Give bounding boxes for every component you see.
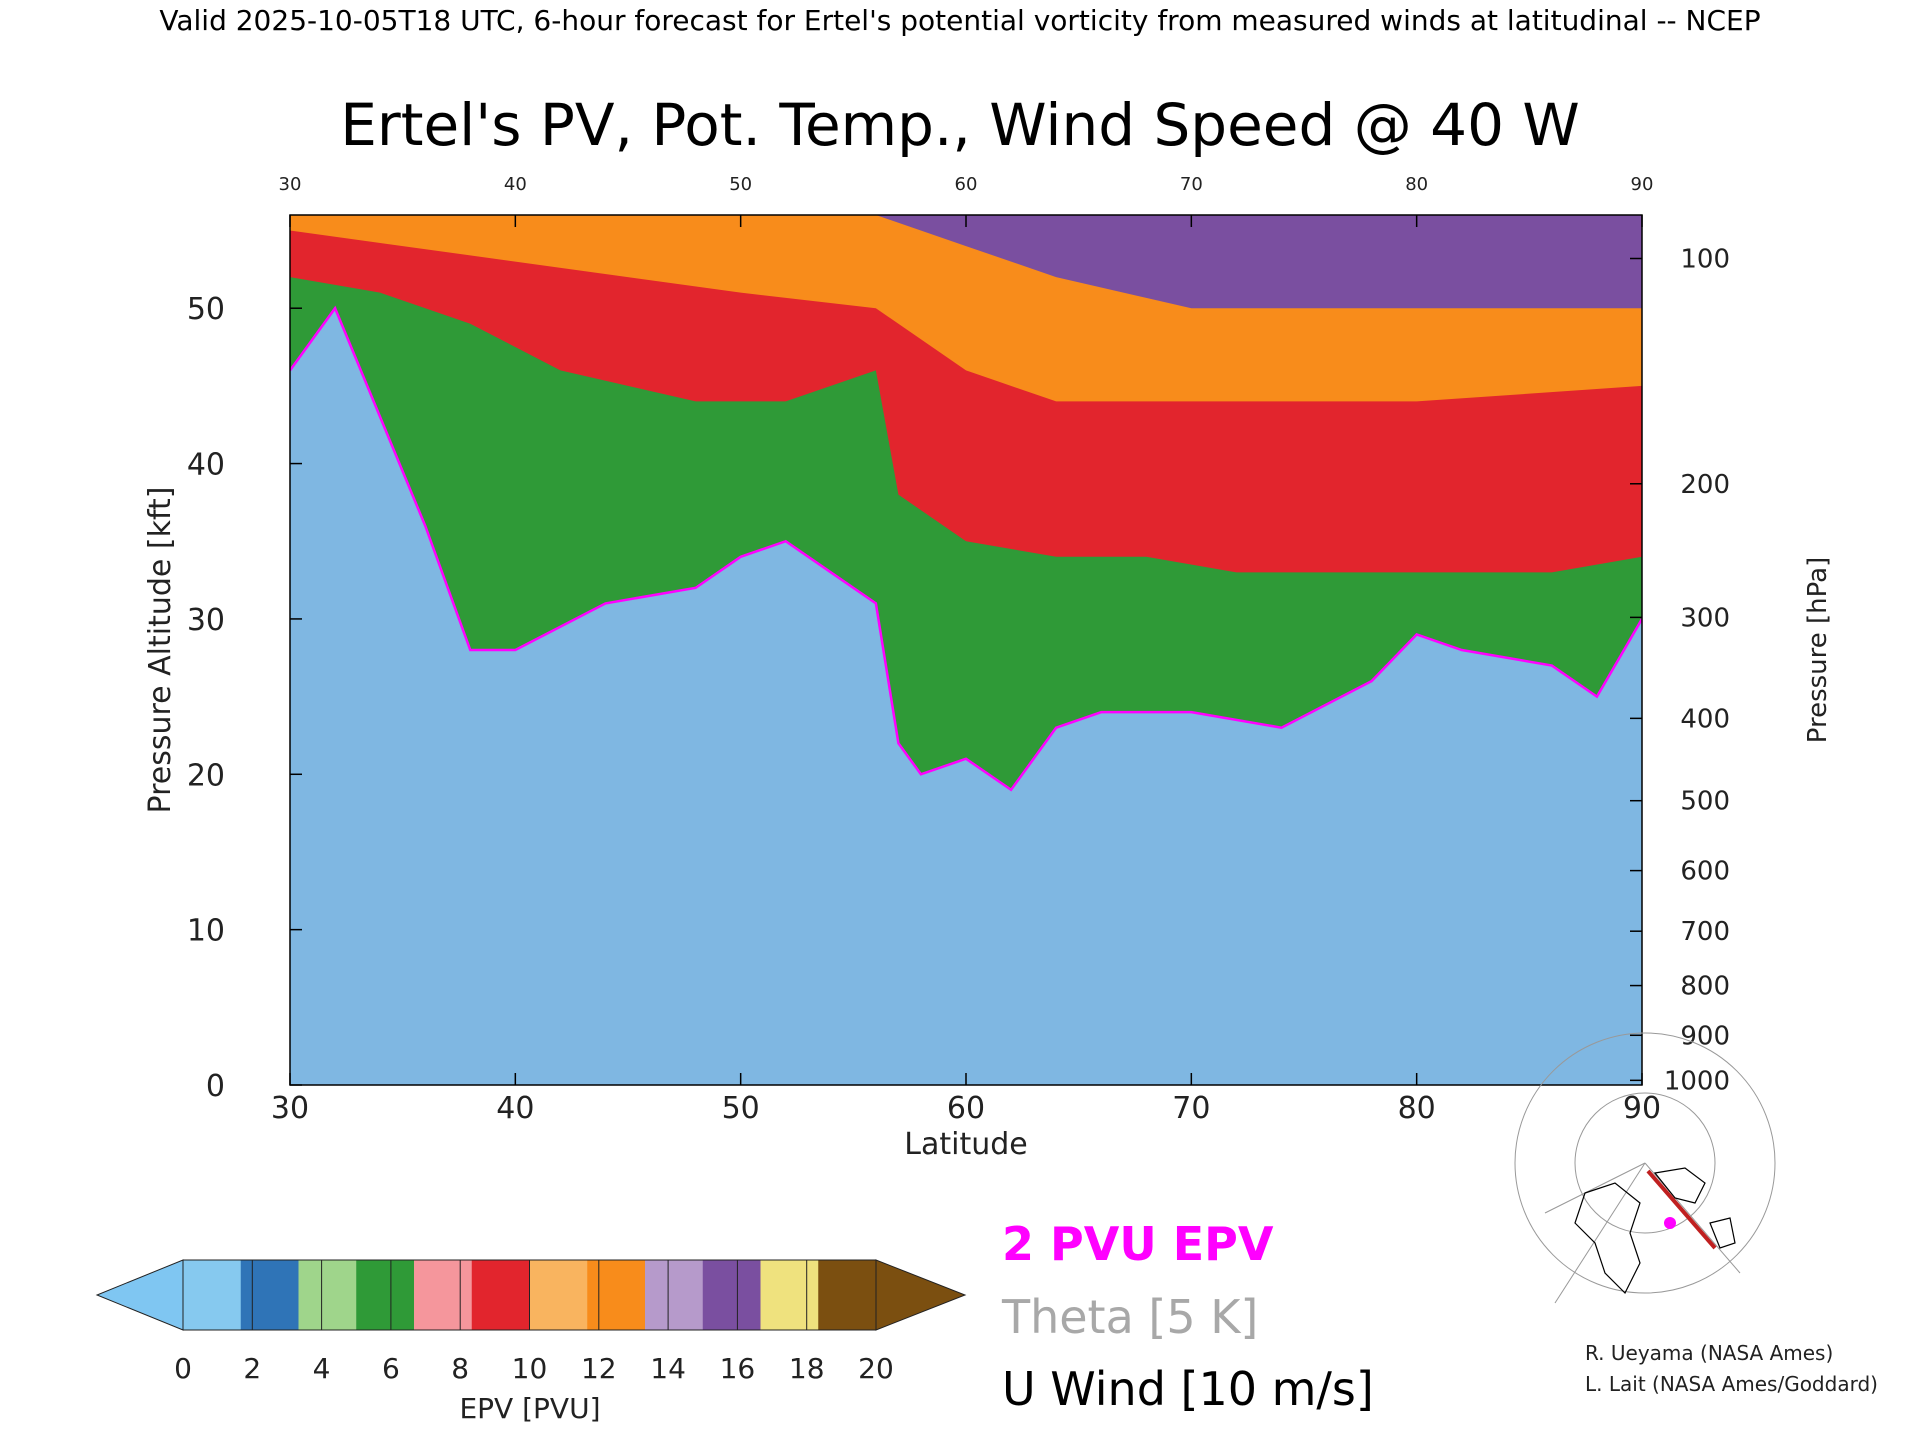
x-tick-label: 90 — [1623, 1091, 1661, 1126]
pressure-tick-label: 700 — [1680, 917, 1730, 947]
pressure-tick-label: 600 — [1680, 857, 1730, 887]
x-tick-label: 50 — [722, 1091, 760, 1126]
y-tick-label: 40 — [187, 448, 225, 483]
colorbar-segment — [356, 1260, 415, 1330]
legend-epv: 2 PVU EPV — [1002, 1217, 1274, 1271]
y-axis-label: Pressure Altitude [kft] — [143, 487, 178, 814]
x-tick-label-top: 40 — [504, 174, 527, 195]
colorbar-segment — [471, 1260, 530, 1330]
x-tick-label: 30 — [271, 1091, 309, 1126]
pressure-tick-label: 900 — [1680, 1021, 1730, 1051]
colorbar-tick-label: 6 — [382, 1352, 400, 1385]
legend-theta: Theta [5 K] — [1001, 1290, 1258, 1344]
credit-line-1: R. Ueyama (NASA Ames) — [1585, 1341, 1833, 1365]
y-tick-label: 10 — [187, 914, 225, 949]
colorbar-tick-label: 16 — [720, 1352, 756, 1385]
x-tick-label-top: 70 — [1180, 174, 1203, 195]
colorbar-over-arrow — [875, 1259, 967, 1331]
epv-2pvu-contour — [290, 305, 1642, 792]
pressure-tick-label: 100 — [1680, 245, 1730, 275]
colorbar-segment — [645, 1260, 704, 1330]
x-tick-label-top: 60 — [955, 174, 978, 195]
epv-band-purple — [875, 215, 1642, 309]
x-tick-label: 80 — [1398, 1091, 1436, 1126]
pressure-tick-label: 800 — [1680, 972, 1730, 1002]
pressure-tick-label: 500 — [1680, 787, 1730, 817]
pressure-tick-label: 200 — [1680, 470, 1730, 500]
x-axis-label: Latitude — [904, 1127, 1027, 1162]
y-tick-label: 50 — [187, 292, 225, 327]
legend-wind: U Wind [10 m/s] — [1002, 1362, 1374, 1416]
x-tick-label-top: 90 — [1631, 174, 1654, 195]
pressure-tick-label: 300 — [1680, 603, 1730, 633]
colorbar-tick-label: 20 — [858, 1352, 894, 1385]
colorbar-segment — [702, 1260, 761, 1330]
colorbar-tick-label: 12 — [581, 1352, 617, 1385]
pressure-axis-label: Pressure [hPa] — [1803, 557, 1833, 744]
plot-area — [290, 215, 1642, 1085]
x-tick-label-top: 50 — [729, 174, 752, 195]
colorbar-tick-label: 2 — [243, 1352, 261, 1385]
colorbar-segment — [298, 1260, 357, 1330]
x-tick-label-top: 30 — [279, 174, 302, 195]
colorbar-tick-label: 18 — [789, 1352, 825, 1385]
forecast-header: Valid 2025-10-05T18 UTC, 6-hour forecast… — [159, 4, 1760, 37]
y-tick-label: 0 — [206, 1069, 225, 1104]
x-tick-label-top: 80 — [1405, 174, 1428, 195]
chart-title: Ertel's PV, Pot. Temp., Wind Speed @ 40 … — [340, 91, 1580, 159]
colorbar-segment — [240, 1260, 299, 1330]
x-tick-label: 40 — [496, 1091, 534, 1126]
colorbar-segment — [760, 1260, 819, 1330]
colorbar-segment — [587, 1260, 646, 1330]
y-tick-label: 20 — [187, 758, 225, 793]
colorbar-label: EPV [PVU] — [459, 1392, 600, 1425]
colorbar-tick-label: 0 — [174, 1352, 192, 1385]
pressure-tick-label: 400 — [1680, 704, 1730, 734]
colorbar-segment — [529, 1260, 588, 1330]
colorbar-tick-label: 4 — [313, 1352, 331, 1385]
colorbar-segment — [414, 1260, 473, 1330]
pressure-tick-label: 1000 — [1664, 1066, 1730, 1096]
colorbar-segment — [183, 1260, 242, 1330]
colorbar-under-arrow — [95, 1259, 184, 1331]
colorbar: 0 2 4 6 8 10 12 14 16 18 20 — [95, 1259, 967, 1385]
credit-line-2: L. Lait (NASA Ames/Goddard) — [1585, 1372, 1878, 1396]
x-tick-label: 60 — [947, 1091, 985, 1126]
colorbar-tick-label: 8 — [451, 1352, 469, 1385]
colorbar-tick-label: 10 — [512, 1352, 548, 1385]
y-tick-label: 30 — [187, 603, 225, 638]
polar-stereographic-map-icon — [1514, 1032, 1776, 1305]
colorbar-tick-label: 14 — [650, 1352, 686, 1385]
x-tick-label: 70 — [1172, 1091, 1210, 1126]
colorbar-segment — [818, 1260, 877, 1330]
